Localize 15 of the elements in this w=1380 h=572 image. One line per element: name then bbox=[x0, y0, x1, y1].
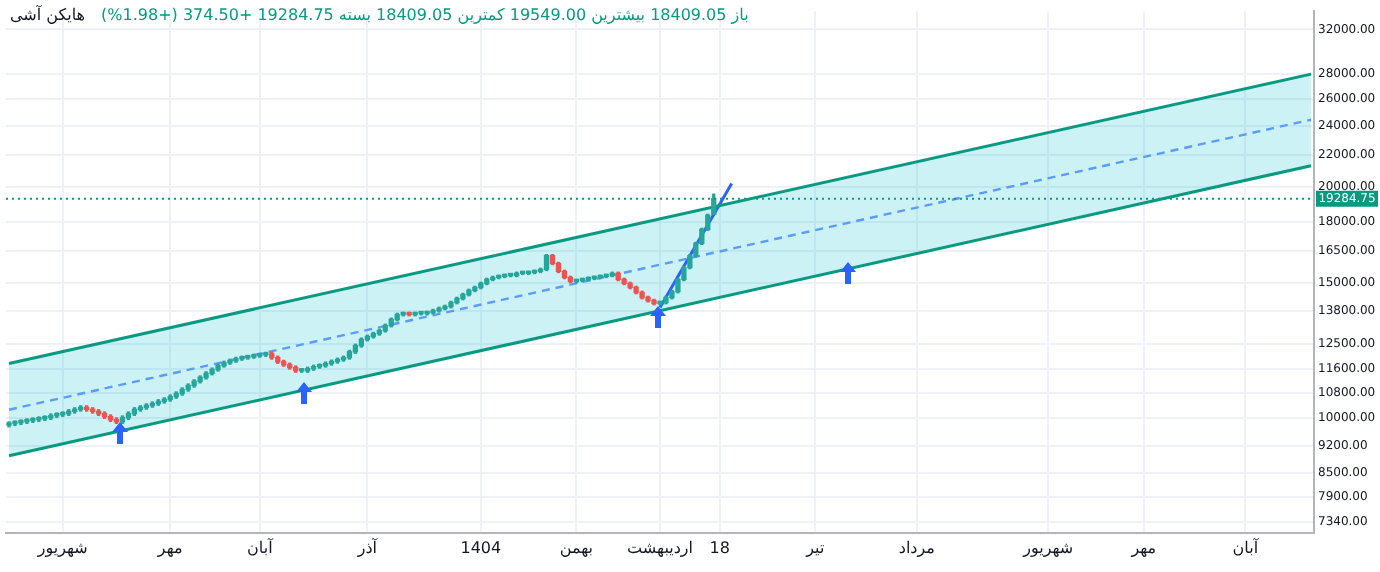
x-tick-label: شهریور bbox=[1021, 538, 1074, 557]
x-tick-label: مهر bbox=[155, 538, 183, 557]
x-tick-label: بهمن bbox=[559, 538, 594, 557]
x-tick-label: مهر bbox=[1129, 538, 1157, 557]
chart-subtitle: باز 18409.05 بیشترین 19549.00 کمترین 18409.05 بسته 19284.75 +374.50 (+1.98%) bbox=[101, 6, 749, 24]
chart-title: هایکن آشی bbox=[10, 6, 86, 24]
x-tick-label: اردیبهشت bbox=[627, 538, 693, 557]
x-tick-label: مرداد bbox=[898, 538, 935, 557]
x-tick-label: 18 bbox=[709, 538, 730, 557]
x-tick-label: آبان bbox=[1232, 536, 1260, 557]
x-tick-label: شهریور bbox=[35, 538, 89, 557]
x-tick-label: آذر bbox=[355, 536, 379, 557]
x-tick-label: تیر bbox=[804, 538, 825, 557]
x-tick-label: 1404 bbox=[460, 538, 502, 557]
x-tick-label: آبان bbox=[247, 536, 275, 557]
